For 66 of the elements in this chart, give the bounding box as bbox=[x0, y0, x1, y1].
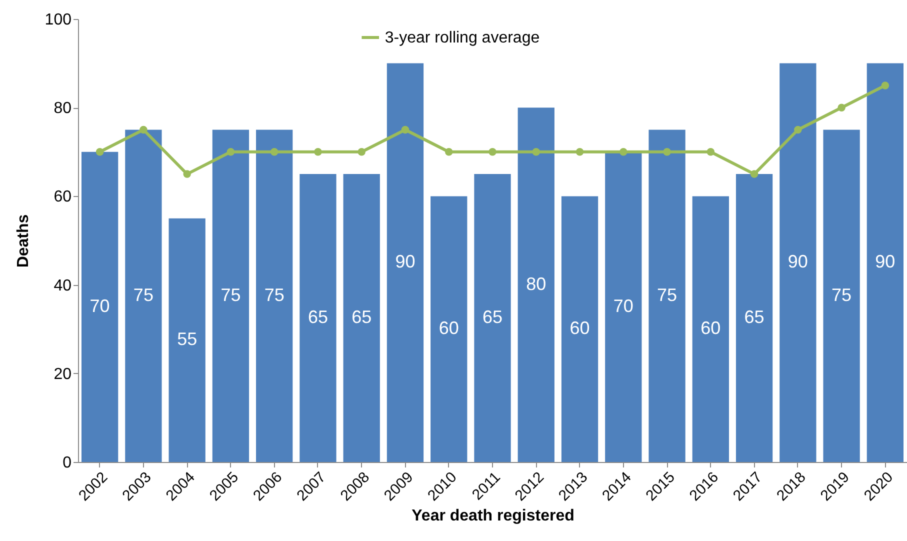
data-label: 60 bbox=[700, 318, 721, 338]
data-label: 75 bbox=[832, 284, 852, 305]
data-label: 70 bbox=[90, 296, 110, 316]
bar bbox=[300, 174, 336, 462]
x-axis-title: Year death registered bbox=[412, 508, 574, 525]
y-axis-title: Deaths bbox=[14, 214, 32, 268]
bar bbox=[168, 218, 206, 462]
bar bbox=[386, 63, 424, 462]
point bbox=[358, 148, 366, 156]
data-label: 75 bbox=[657, 284, 678, 305]
data-label: 90 bbox=[395, 252, 416, 272]
point bbox=[488, 148, 496, 156]
point bbox=[444, 148, 453, 156]
bar bbox=[125, 130, 162, 462]
bar bbox=[430, 196, 468, 462]
data-label: 55 bbox=[177, 329, 198, 350]
y-tick-label: 0 bbox=[62, 454, 72, 472]
point bbox=[270, 148, 278, 156]
y-tick-label: 40 bbox=[54, 277, 72, 294]
bar bbox=[736, 174, 773, 462]
data-label: 90 bbox=[788, 252, 808, 272]
point bbox=[794, 126, 802, 134]
data-label: 70 bbox=[613, 296, 634, 316]
y-tick-label: 60 bbox=[54, 188, 72, 206]
data-label: 80 bbox=[526, 274, 546, 294]
bar bbox=[518, 108, 554, 462]
point bbox=[314, 148, 322, 156]
point bbox=[401, 126, 410, 134]
y-tick-label: 80 bbox=[54, 100, 72, 118]
bar bbox=[474, 174, 511, 462]
bar bbox=[648, 130, 686, 462]
legend-label: 3-year rolling average bbox=[384, 30, 540, 46]
data-label: 65 bbox=[482, 307, 503, 328]
point bbox=[140, 126, 148, 134]
bar bbox=[692, 196, 729, 462]
point bbox=[620, 148, 628, 156]
point bbox=[838, 104, 846, 112]
point bbox=[96, 148, 104, 156]
data-label: 65 bbox=[744, 307, 764, 328]
point bbox=[881, 82, 890, 90]
data-label: 75 bbox=[264, 284, 284, 305]
point bbox=[663, 148, 671, 156]
bar bbox=[605, 152, 642, 462]
data-label: 65 bbox=[352, 307, 372, 328]
point bbox=[226, 148, 235, 156]
data-label: 90 bbox=[875, 252, 896, 272]
data-label: 75 bbox=[220, 284, 241, 305]
point bbox=[183, 170, 191, 178]
bar bbox=[780, 63, 816, 462]
bar bbox=[212, 130, 250, 462]
point bbox=[576, 148, 584, 156]
point bbox=[750, 170, 758, 178]
bar bbox=[81, 152, 118, 462]
bar bbox=[343, 174, 380, 462]
point bbox=[532, 148, 540, 156]
bar bbox=[866, 63, 904, 462]
data-label: 60 bbox=[438, 318, 459, 338]
data-label: 65 bbox=[308, 307, 328, 328]
data-label: 75 bbox=[133, 284, 154, 305]
bar bbox=[823, 130, 860, 462]
y-tick-label: 100 bbox=[44, 12, 72, 28]
bar bbox=[561, 196, 598, 462]
point bbox=[706, 148, 715, 156]
y-tick-label: 20 bbox=[54, 366, 72, 383]
bar bbox=[256, 130, 293, 462]
data-label: 60 bbox=[570, 318, 590, 338]
